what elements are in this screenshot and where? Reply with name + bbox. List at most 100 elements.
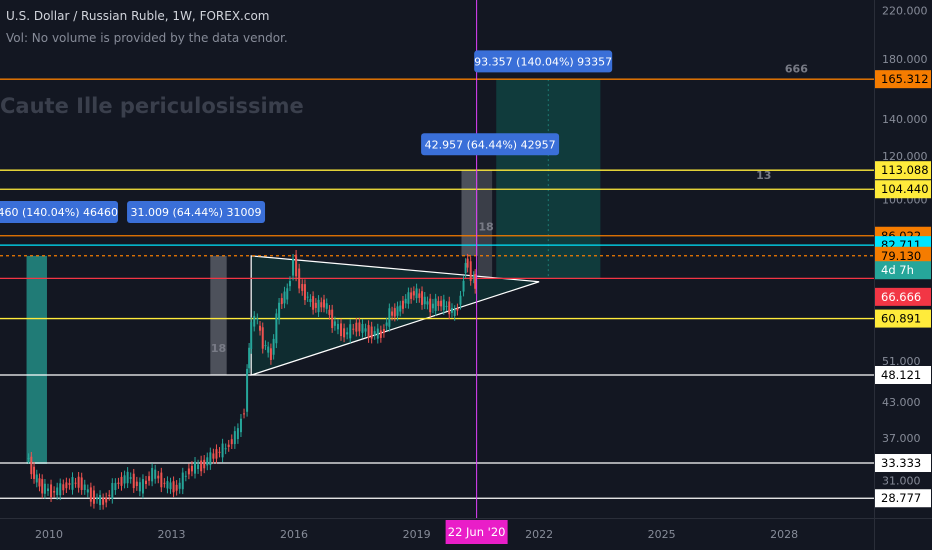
candle-body xyxy=(379,330,382,338)
candle-body xyxy=(148,476,151,481)
candle-body xyxy=(129,477,132,479)
candle-body xyxy=(396,306,399,316)
candle-body xyxy=(224,448,227,450)
candle-body xyxy=(437,301,440,307)
candle-body xyxy=(462,280,465,292)
candle-body xyxy=(243,413,246,415)
candle-body xyxy=(264,345,267,347)
candle-body xyxy=(99,494,102,506)
y-tick-label: 51.000 xyxy=(882,355,921,368)
candle-body xyxy=(38,478,41,487)
candle-body xyxy=(132,473,135,489)
candle-body xyxy=(367,325,370,339)
measure-label-text: 46.460 (140.04%) 46460 xyxy=(0,206,118,219)
box-count-label: 18 xyxy=(478,220,493,233)
candle-body xyxy=(267,346,270,353)
candle-body xyxy=(346,332,349,335)
candle-body xyxy=(27,458,30,460)
y-tick-label: 43.000 xyxy=(882,396,921,409)
candle-body xyxy=(59,483,62,496)
candle-body xyxy=(194,461,197,474)
measure-label-box xyxy=(421,133,560,156)
x-tick-label: 2019 xyxy=(403,528,431,541)
candle-body xyxy=(415,288,418,299)
candle-body xyxy=(333,321,336,326)
price-tag-text: 33.333 xyxy=(881,456,921,470)
candle-body xyxy=(145,480,148,485)
candle-body xyxy=(250,322,253,349)
candle-body xyxy=(355,322,358,332)
candle-body xyxy=(83,484,86,491)
candle-body xyxy=(111,482,114,499)
candle-body xyxy=(259,325,262,331)
candle-body xyxy=(154,469,157,479)
x-tick-label: 2028 xyxy=(770,528,798,541)
candle-body xyxy=(418,293,421,298)
candle-body xyxy=(401,300,404,309)
candle-body xyxy=(135,481,138,487)
price-tag-text: 28.777 xyxy=(881,491,921,505)
volume-note: Vol: No volume is provided by the data v… xyxy=(6,31,288,45)
candle-body xyxy=(373,331,376,335)
candle-body xyxy=(190,465,193,472)
candle-body xyxy=(292,258,295,276)
price-tag-box xyxy=(875,287,931,306)
price-tag-text: 60.891 xyxy=(881,312,921,326)
candle-body xyxy=(41,479,44,494)
candle-body xyxy=(283,291,286,304)
candle-body xyxy=(288,281,291,287)
candle-body xyxy=(303,284,306,301)
candle-body xyxy=(71,477,74,490)
price-tag-text: 48.121 xyxy=(881,368,921,382)
candle-body xyxy=(275,313,278,344)
candle-body xyxy=(35,474,38,483)
measure-label-box xyxy=(474,50,613,73)
crosshair-date-label: 22 Jun '20 xyxy=(448,525,506,539)
candle-body xyxy=(370,326,373,339)
x-tick-label: 2010 xyxy=(35,528,63,541)
candle-body xyxy=(95,498,98,500)
candle-body xyxy=(169,482,172,490)
candle-body xyxy=(172,481,175,493)
candle-body xyxy=(328,309,331,315)
price-tag-text: 4d 7h xyxy=(881,263,914,277)
watermark-text: Caute Ille periculosissime xyxy=(0,94,304,118)
y-tick-label: 220.000 xyxy=(882,5,928,18)
candle-body xyxy=(423,296,426,305)
candle-body xyxy=(138,482,141,492)
candle-body xyxy=(184,475,187,477)
candle-body xyxy=(53,491,56,493)
candle-body xyxy=(280,298,283,305)
candle-body xyxy=(269,348,272,360)
candle-body xyxy=(246,368,249,412)
candle-body xyxy=(200,460,203,472)
x-tick-label: 2013 xyxy=(158,528,186,541)
y-tick-label: 180.000 xyxy=(882,53,928,66)
price-tag-box xyxy=(875,454,931,473)
measure-box xyxy=(210,255,227,376)
candle-body xyxy=(212,453,215,459)
candle-body xyxy=(382,329,385,333)
crosshair-date-box xyxy=(445,520,508,544)
candle-body xyxy=(426,301,429,305)
candle-body xyxy=(320,302,323,308)
candle-body xyxy=(65,482,68,489)
candle-body xyxy=(412,291,415,296)
candle-body xyxy=(434,298,437,311)
candle-body xyxy=(175,484,178,491)
candle-body xyxy=(314,302,317,308)
candle-body xyxy=(445,305,448,307)
candle-body xyxy=(123,475,126,484)
price-tag-text: 66.666 xyxy=(881,290,921,304)
candle-body xyxy=(151,468,154,482)
candle-body xyxy=(108,494,111,496)
measure-label-box xyxy=(0,200,119,223)
candle-body xyxy=(349,324,352,339)
candle-body xyxy=(206,457,209,466)
candle-body xyxy=(230,439,233,445)
candle-body xyxy=(126,471,129,484)
measure-label-text: 42.957 (64.44%) 42957 xyxy=(425,138,556,151)
candle-body xyxy=(404,298,407,304)
candle-body xyxy=(352,328,355,330)
